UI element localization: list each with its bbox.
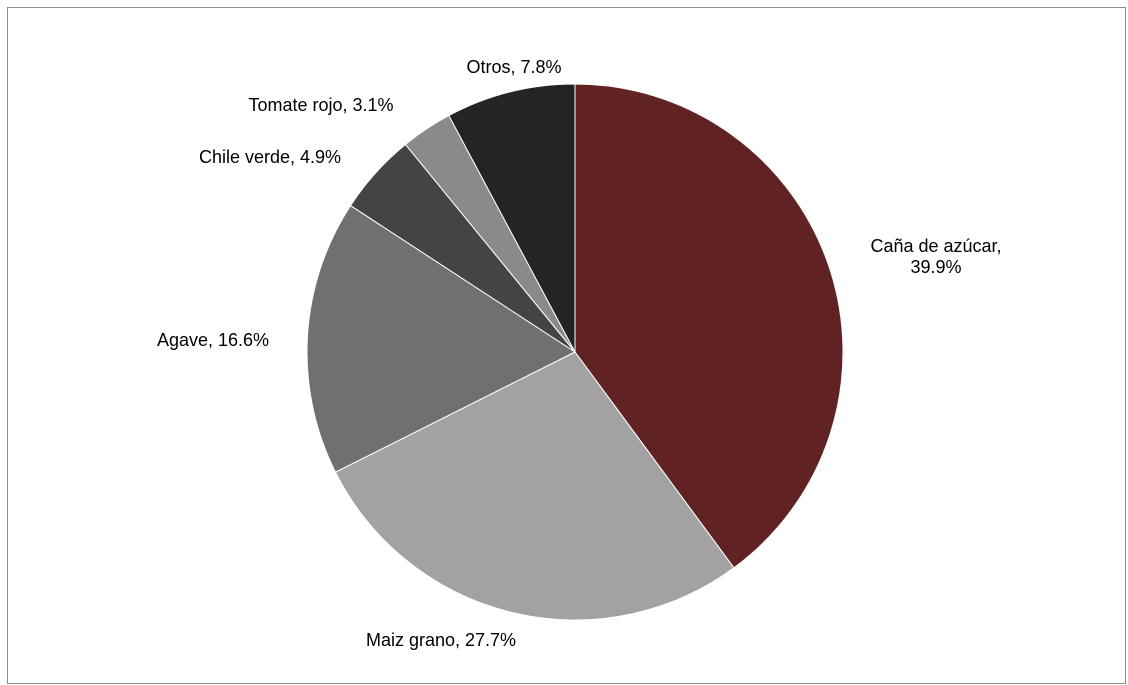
pie-slice-cana-de-azucar [574,83,844,569]
data-label-tomate-rojo: Tomate rojo, 3.1% [248,95,393,115]
data-label-line: Agave, 16.6% [157,330,269,350]
pie-slices [306,83,844,621]
data-label-chile-verde: Chile verde, 4.9% [199,147,341,167]
pie-slice-agave [306,204,577,473]
data-label-line: Tomate rojo, 3.1% [248,95,393,115]
data-label-agave: Agave, 16.6% [157,330,269,350]
data-label-otros: Otros, 7.8% [466,57,561,77]
pie-slice-otros [448,83,576,353]
data-label-line: Caña de azúcar, [870,236,1001,256]
pie-slice-maiz-grano [334,351,735,621]
data-label-cana-de-azucar: Caña de azúcar, 39.9% [870,236,1001,277]
data-label-line: Otros, 7.8% [466,57,561,77]
data-label-line: 39.9% [910,257,961,277]
data-label-maiz-grano: Maiz grano, 27.7% [366,630,516,650]
data-label-line: Chile verde, 4.9% [199,147,341,167]
pie-labels: Caña de azúcar, 39.9% Maiz grano, 27.7% Aga… [157,57,1002,650]
data-label-line: Maiz grano, 27.7% [366,630,516,650]
